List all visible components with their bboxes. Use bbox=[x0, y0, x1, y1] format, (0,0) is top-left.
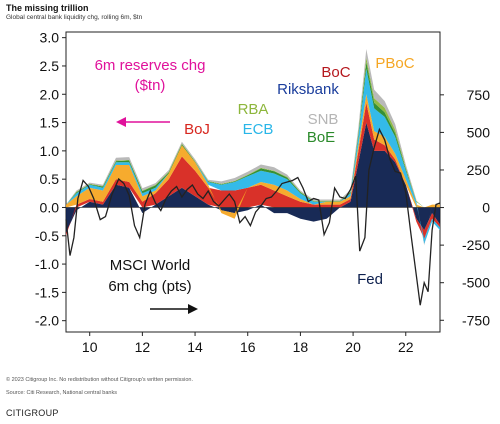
left-tick-label: -1.5 bbox=[35, 284, 59, 300]
left-tick-label: -2.0 bbox=[35, 313, 59, 329]
left-tick-label: -1.0 bbox=[35, 256, 59, 272]
chart-title: The missing trillion bbox=[6, 3, 89, 13]
chart-subtitle: Global central bank liquidity chg, rolli… bbox=[6, 14, 143, 21]
x-tick-label: 22 bbox=[398, 339, 414, 355]
series-label-rba: RBA bbox=[238, 101, 269, 118]
series-label-boj: BoJ bbox=[184, 121, 210, 138]
reserves-label-line2: ($tn) bbox=[135, 77, 166, 94]
x-tick-label: 12 bbox=[135, 339, 151, 355]
right-tick-label: -750 bbox=[462, 312, 490, 328]
msci-label-line2: 6m chg (pts) bbox=[108, 278, 191, 295]
x-tick-label: 14 bbox=[187, 339, 203, 355]
left-tick-label: 2.5 bbox=[40, 58, 60, 74]
right-tick-label: -500 bbox=[462, 275, 490, 291]
series-area-pboc bbox=[66, 94, 440, 219]
series-label-riksbank: Riksbank bbox=[277, 81, 339, 98]
plot-frame bbox=[65, 31, 441, 333]
left-tick-label: -0.5 bbox=[35, 228, 59, 244]
left-tick-label: 2.0 bbox=[40, 86, 60, 102]
x-tick-label: 18 bbox=[293, 339, 309, 355]
left-tick-label: 0.5 bbox=[40, 171, 60, 187]
series-area-fed bbox=[66, 122, 440, 233]
series-label-ecb: ECB bbox=[243, 121, 274, 138]
reserves-arrow-head bbox=[116, 117, 126, 127]
chart-svg: 3.0 2.5 2.0 1.5 1.0 0.5 0.0 -0.5 -1.0 -1.5 -2.0 750… bbox=[35, 30, 491, 355]
left-tick-label: 0.0 bbox=[40, 199, 60, 215]
series-label-fed: Fed bbox=[357, 271, 383, 288]
source-note: Source: Citi Research, National central … bbox=[6, 390, 117, 396]
series-label-boe: BoE bbox=[307, 129, 335, 146]
series-label-snb: SNB bbox=[308, 111, 339, 128]
x-tick-label: 20 bbox=[345, 339, 361, 355]
left-tick-label: 1.5 bbox=[40, 115, 60, 131]
x-tick-label: 10 bbox=[82, 339, 98, 355]
right-tick-label: 500 bbox=[467, 124, 491, 140]
left-tick-label: 1.0 bbox=[40, 143, 60, 159]
left-tick-label: 3.0 bbox=[40, 30, 60, 46]
msci-arrow-head bbox=[188, 304, 198, 314]
reserves-label-line1: 6m reserves chg bbox=[95, 57, 206, 74]
series-label-boc: BoC bbox=[321, 64, 350, 81]
msci-line bbox=[65, 127, 441, 306]
right-tick-label: 750 bbox=[467, 87, 491, 103]
right-tick-label: -250 bbox=[462, 237, 490, 253]
right-tick-label: 0 bbox=[482, 200, 490, 216]
x-tick-label: 16 bbox=[240, 339, 256, 355]
msci-label-line1: MSCI World bbox=[110, 257, 191, 274]
right-tick-label: 250 bbox=[467, 162, 491, 178]
copyright-note: © 2023 Citigroup Inc. No redistribution … bbox=[6, 377, 193, 383]
brand-label: CITIGROUP bbox=[6, 408, 59, 418]
series-label-pboc: PBoC bbox=[375, 55, 414, 72]
